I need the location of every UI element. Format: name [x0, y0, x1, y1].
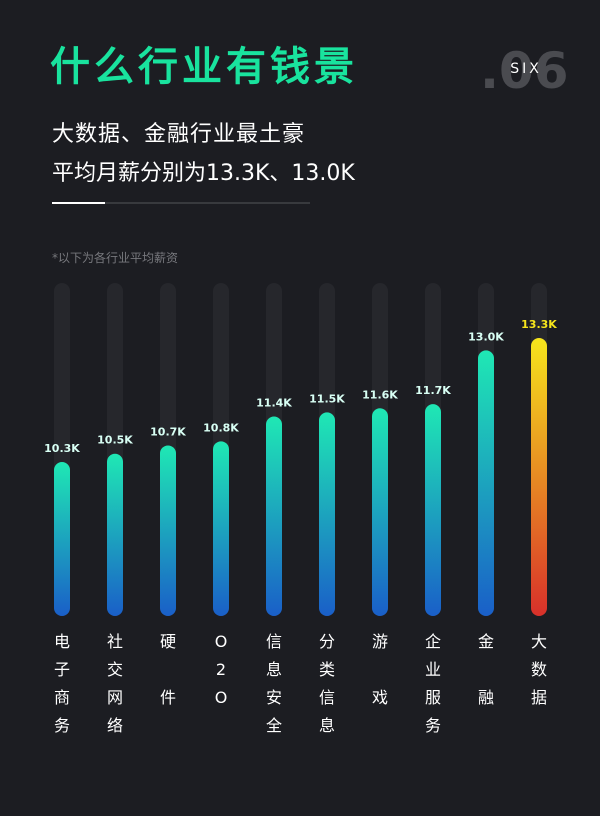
- category-label: 分类信息: [319, 632, 335, 735]
- badge-number: .06: [480, 42, 569, 100]
- category-label: 电子商务: [54, 632, 70, 735]
- category-label: 企业服务: [425, 632, 441, 735]
- chart-title: 什么行业有钱景: [50, 44, 358, 90]
- value-label: 10.5K: [97, 434, 133, 447]
- bar: [319, 412, 335, 616]
- bar: [213, 441, 229, 616]
- category-label: 硬件: [160, 632, 176, 707]
- note: *以下为各行业平均薪资: [52, 250, 178, 265]
- category-label: 游戏: [372, 632, 388, 707]
- bar: [160, 445, 176, 616]
- category-label: 金融: [478, 632, 494, 707]
- bar: [531, 338, 547, 616]
- bar: [372, 408, 388, 616]
- category-label: 信息安全: [266, 632, 282, 735]
- value-label: 11.5K: [309, 392, 345, 405]
- bar: [54, 462, 70, 616]
- badge-text: SIX: [510, 61, 542, 77]
- value-label: 13.3K: [521, 318, 557, 331]
- value-label: 10.8K: [203, 421, 239, 434]
- value-label: 10.3K: [44, 442, 80, 455]
- category-label: 大数据: [531, 632, 547, 707]
- value-label: 10.7K: [150, 425, 186, 438]
- category-label: 社交网络: [107, 632, 123, 735]
- subtitle: 大数据、金融行业最土豪: [52, 122, 305, 147]
- value-label: 11.4K: [256, 397, 292, 410]
- value-label: 13.0K: [468, 330, 504, 343]
- subtitle: 平均月薪分别为13.3K、13.0K: [52, 161, 355, 186]
- value-label: 11.7K: [415, 384, 451, 397]
- bar: [425, 404, 441, 616]
- bar: [478, 350, 494, 616]
- bar: [107, 453, 123, 616]
- value-label: 11.6K: [362, 388, 398, 401]
- bar: [266, 416, 282, 616]
